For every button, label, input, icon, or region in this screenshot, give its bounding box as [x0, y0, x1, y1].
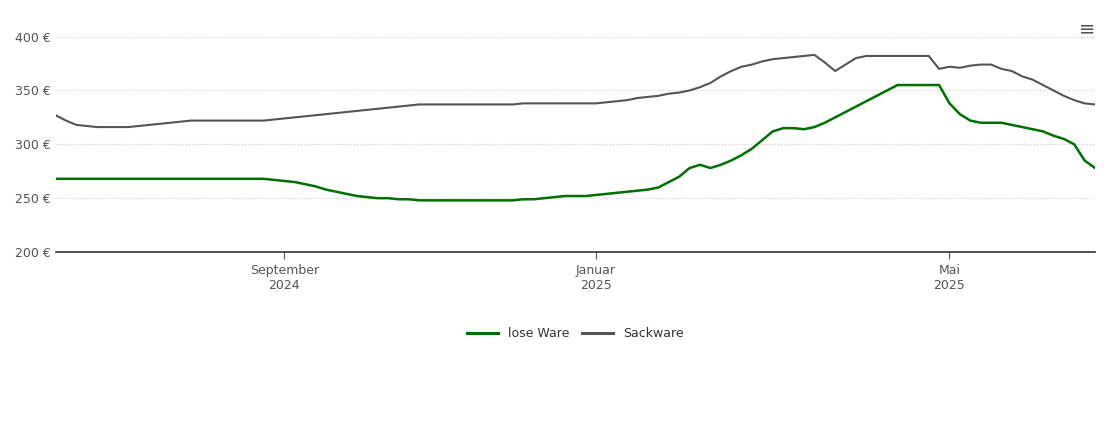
Text: ≡: ≡ — [1079, 19, 1096, 38]
Legend: lose Ware, Sackware: lose Ware, Sackware — [462, 322, 689, 346]
